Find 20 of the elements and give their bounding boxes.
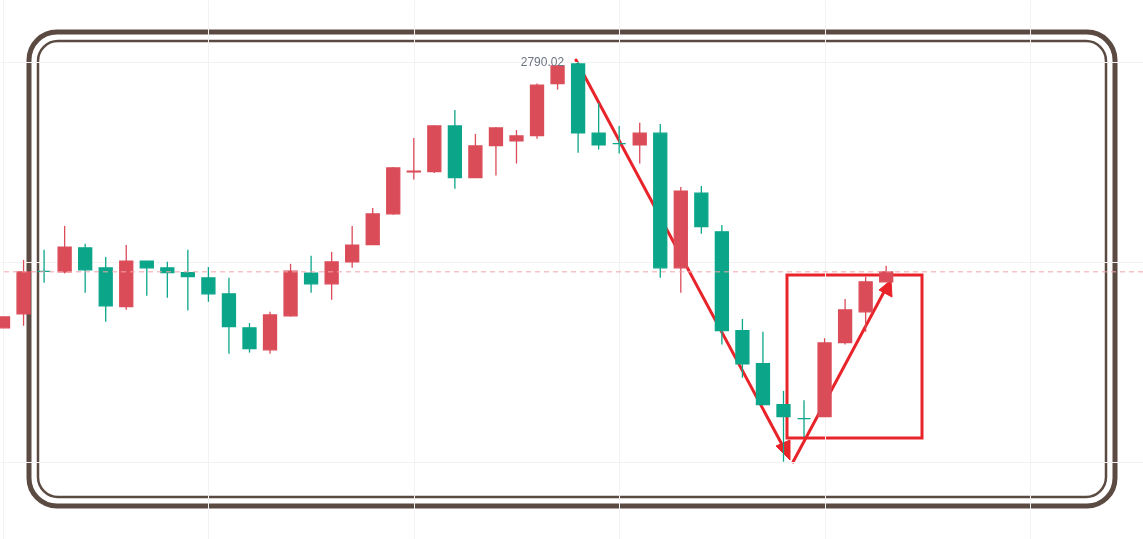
candlestick — [612, 125, 627, 155]
candlestick — [180, 249, 196, 312]
annotation: 2790.02 — [520, 55, 565, 69]
candlestick — [591, 102, 606, 151]
candlestick — [550, 64, 565, 91]
candlestick — [776, 390, 791, 463]
candlestick — [160, 261, 175, 299]
candlestick — [139, 260, 154, 297]
candlestick — [796, 399, 812, 438]
candlestick — [345, 225, 360, 269]
candlestick — [303, 255, 319, 294]
candlestick — [488, 126, 504, 177]
candlestick — [632, 122, 647, 165]
candlestick — [324, 251, 339, 301]
candlestick — [242, 322, 257, 354]
candlestick — [78, 243, 93, 294]
candlestick — [509, 129, 524, 165]
candlestick — [201, 266, 216, 303]
candlestick — [36, 249, 52, 284]
candlestick — [406, 137, 421, 181]
